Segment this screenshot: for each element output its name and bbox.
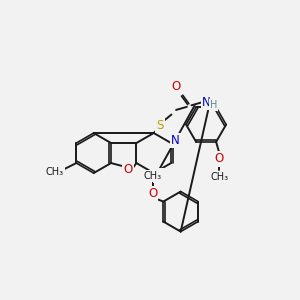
Text: N: N: [154, 169, 163, 182]
Text: S: S: [156, 119, 164, 132]
Text: H: H: [210, 100, 218, 110]
Text: N: N: [202, 96, 211, 109]
Text: O: O: [172, 80, 181, 92]
Text: O: O: [214, 152, 224, 165]
Text: O: O: [123, 163, 133, 176]
Text: O: O: [148, 187, 157, 200]
Text: CH₃: CH₃: [143, 171, 162, 181]
Text: CH₃: CH₃: [46, 167, 64, 177]
Text: CH₃: CH₃: [210, 172, 228, 182]
Text: N: N: [171, 134, 180, 147]
